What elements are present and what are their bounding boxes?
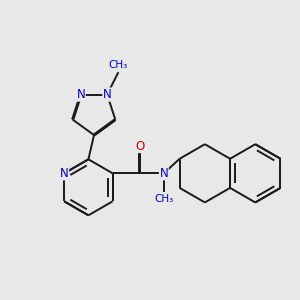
Text: O: O	[135, 140, 144, 153]
Text: N: N	[76, 88, 85, 101]
Text: CH₃: CH₃	[109, 60, 128, 70]
Text: CH₃: CH₃	[154, 194, 173, 205]
Text: N: N	[103, 88, 112, 101]
Text: N: N	[159, 167, 168, 180]
Text: N: N	[60, 167, 68, 180]
